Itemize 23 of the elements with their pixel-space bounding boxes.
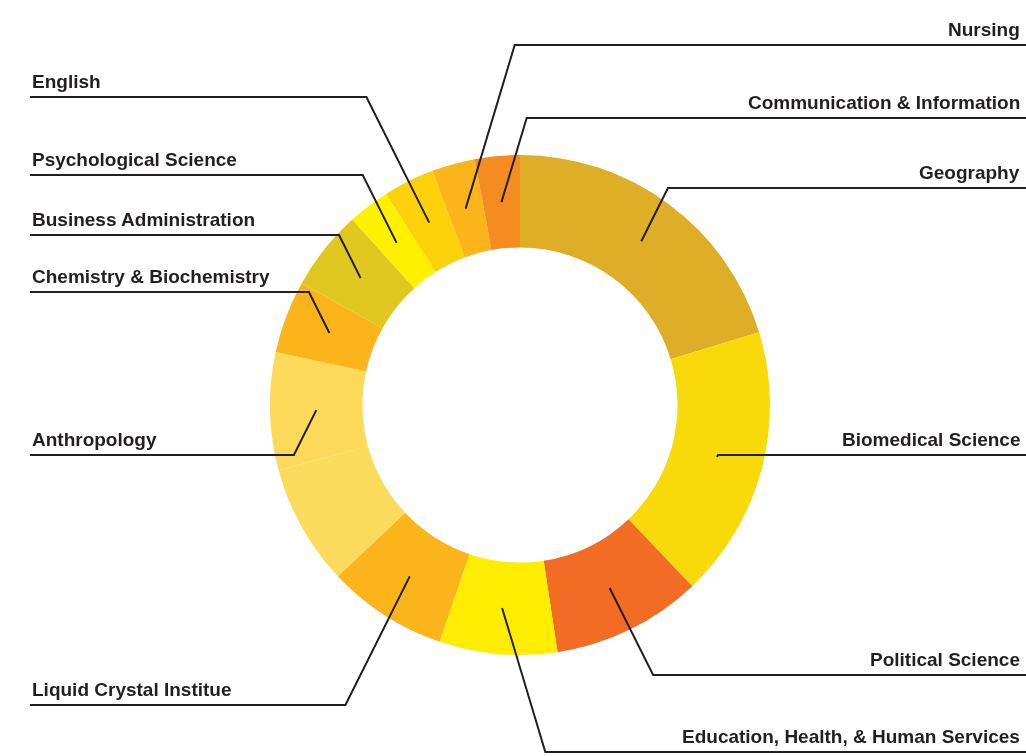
donut-slice	[337, 512, 470, 642]
slice-label: Liquid Crystal Institue	[32, 679, 232, 700]
slice-label: Political Science	[870, 649, 1020, 670]
donut-slice	[352, 193, 436, 289]
slice-label: Communication & Information	[748, 92, 1021, 113]
slice-label: Education, Health, & Human Services	[682, 726, 1020, 747]
slice-label: Geography	[919, 162, 1020, 183]
donut-slice	[432, 159, 492, 258]
donut-slice	[275, 283, 383, 372]
slice-label: Anthropology	[32, 429, 157, 450]
donut-slice	[628, 332, 770, 587]
slice-label: Chemistry & Biochemistry	[32, 266, 271, 287]
donut-slice	[301, 219, 415, 329]
donut-slice	[439, 554, 558, 655]
slice-label: Psychological Science	[32, 149, 237, 170]
donut-slice	[543, 519, 693, 653]
donut-slice	[386, 170, 465, 273]
donut-slice	[474, 155, 520, 251]
slice-label: Business Administration	[32, 209, 256, 230]
slice-label: Nursing	[948, 19, 1020, 40]
donut-slice	[520, 155, 760, 360]
slice-label: English	[32, 71, 101, 92]
slice-label: Biomedical Science	[842, 429, 1021, 450]
